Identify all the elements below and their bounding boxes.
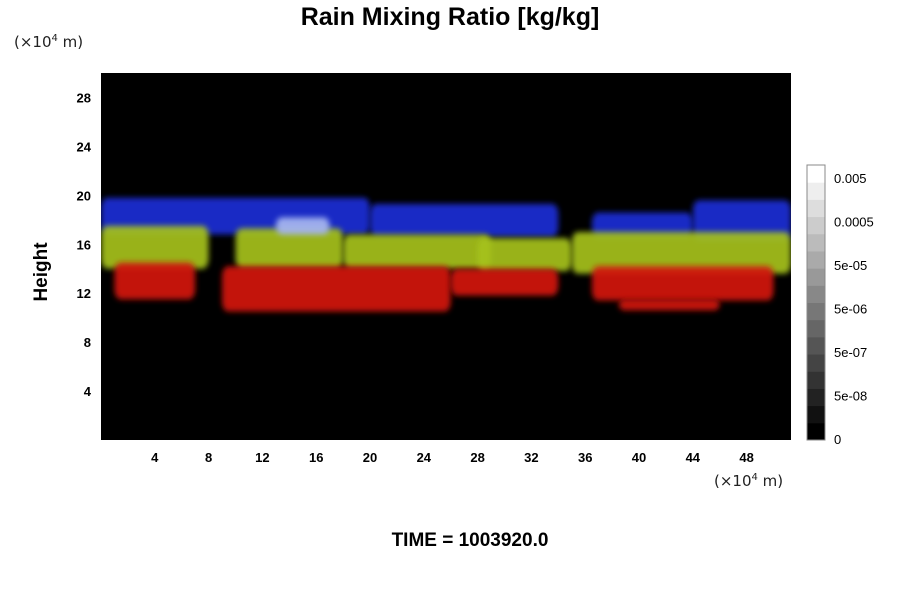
- data-band-2-1: [222, 266, 451, 312]
- y-tick-label: 12: [77, 286, 91, 301]
- colorbar-swatch: [807, 336, 825, 355]
- colorbar-swatch: [807, 268, 825, 286]
- x-axis-unit: (×104 m): [714, 472, 784, 490]
- data-band-1-0: [101, 225, 209, 269]
- x-tick-label: 8: [205, 450, 212, 465]
- x-tick-label: 36: [578, 450, 592, 465]
- y-axis-unit: (×104 m): [14, 33, 84, 51]
- colorbar-swatch: [807, 285, 825, 303]
- time-label: TIME = 1003920.0: [391, 530, 549, 551]
- colorbar-swatch: [807, 371, 825, 389]
- colorbar-swatch: [807, 233, 825, 252]
- colorbar-label: 5e-05: [834, 258, 867, 273]
- colorbar-swatch: [807, 250, 825, 269]
- colorbar-label: 0: [834, 432, 841, 447]
- data-band-1-2: [343, 234, 492, 269]
- data-band-2-3: [591, 266, 774, 301]
- data-band-0-1: [370, 203, 559, 237]
- colorbar-swatch: [807, 165, 825, 183]
- colorbar-label: 5e-07: [834, 345, 867, 360]
- colorbar-swatch: [807, 302, 825, 321]
- colorbar-swatch: [807, 354, 825, 372]
- colorbar-swatch: [807, 388, 825, 407]
- y-tick-label: 8: [84, 335, 91, 350]
- colorbar-swatch: [807, 199, 825, 218]
- data-band-2-0: [114, 262, 196, 300]
- colorbar-swatch: [807, 216, 825, 235]
- colorbar-label: 5e-08: [834, 389, 867, 404]
- colorbar-swatch: [807, 422, 825, 441]
- x-tick-label: 48: [739, 450, 753, 465]
- y-tick-label: 28: [77, 90, 91, 105]
- x-tick-label: 32: [524, 450, 538, 465]
- y-tick-label: 16: [77, 237, 91, 252]
- colorbar-swatch: [807, 319, 825, 338]
- data-band-2-2: [450, 268, 559, 296]
- x-tick-label: 4: [151, 450, 159, 465]
- colorbar-label: 0.005: [834, 171, 867, 186]
- colorbar-swatch: [807, 182, 825, 200]
- chart-title: Rain Mixing Ratio [kg/kg]: [300, 3, 600, 31]
- data-band-1-4: [571, 232, 791, 274]
- x-tick-label: 24: [417, 450, 432, 465]
- data-band-0-2: [591, 212, 693, 239]
- data-band-1-1: [235, 228, 344, 269]
- y-tick-label: 4: [84, 384, 92, 399]
- data-band-1-3: [477, 238, 572, 272]
- y-tick-label: 24: [77, 139, 92, 154]
- x-tick-label: 16: [309, 450, 323, 465]
- data-band-0-3: [692, 200, 791, 241]
- colorbar-label: 0.0005: [834, 215, 874, 230]
- x-tick-label: 40: [632, 450, 646, 465]
- y-tick-label: 20: [77, 188, 91, 203]
- colorbar-swatch: [807, 405, 825, 424]
- x-tick-label: 20: [363, 450, 377, 465]
- data-band-2-4: [618, 299, 720, 311]
- colorbar-label: 5e-06: [834, 302, 867, 317]
- x-tick-label: 28: [470, 450, 484, 465]
- data-band-3-0: [275, 217, 330, 235]
- x-tick-label: 44: [686, 450, 701, 465]
- x-tick-label: 12: [255, 450, 269, 465]
- colorbar: 0.005 0.0005 5e-05 5e-06 5e-07 5e-08 0: [806, 164, 874, 447]
